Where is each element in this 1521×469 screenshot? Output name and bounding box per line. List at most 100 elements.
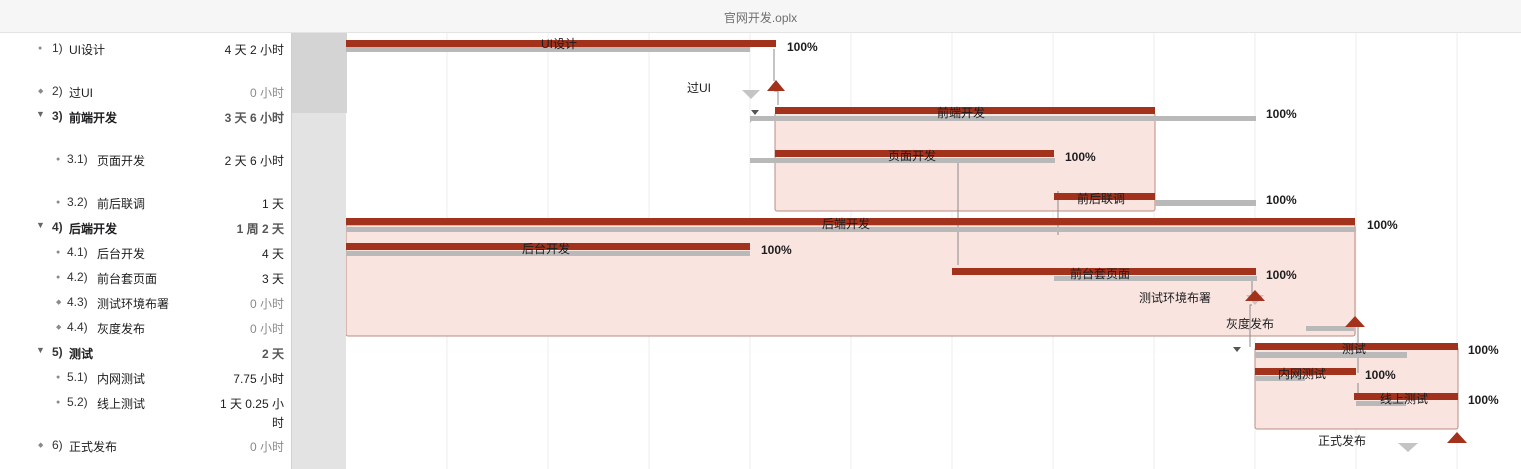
task-name[interactable]: 正式发布 xyxy=(69,440,118,454)
task-name[interactable]: 线上测试 xyxy=(97,397,146,411)
baseline-bar xyxy=(346,47,750,52)
bar-label: 前端开发 xyxy=(937,106,986,120)
task-bar-backend-dev[interactable] xyxy=(346,243,750,250)
window-title: 官网开发.oplx xyxy=(723,11,798,25)
group-bar-testing[interactable] xyxy=(1255,343,1458,350)
baseline-bar xyxy=(1155,200,1256,206)
task-row[interactable]: ▼ 4) 后端开发 1 周 2 天 xyxy=(0,216,291,238)
task-row[interactable]: ● 1) UI设计 4 天 2 小时 xyxy=(0,37,291,77)
bullet-icon: ● xyxy=(56,274,61,281)
milestone-label: 正式发布 xyxy=(1318,434,1367,448)
task-name[interactable]: 页面开发 xyxy=(97,154,146,168)
task-row[interactable]: ● 3.1) 页面开发 2 天 6 小时 xyxy=(0,148,291,188)
percent-complete: 100% xyxy=(761,243,792,257)
task-row[interactable]: ● 4.2) 前台套页面 3 天 xyxy=(0,266,291,288)
task-bar-online-test[interactable] xyxy=(1354,393,1458,400)
task-duration[interactable]: 3 天 xyxy=(261,272,284,286)
task-name[interactable]: 前端开发 xyxy=(69,111,118,125)
group-bar-backend[interactable] xyxy=(346,218,1355,225)
baseline-bar xyxy=(346,251,750,256)
task-row[interactable]: ● 5.2) 线上测试 1 天 0.25 小时 xyxy=(0,391,291,431)
gantt-chart[interactable]: UI设计 100% 过UI 前端开发 100% 页面开发 100% 前后联调 1… xyxy=(346,33,1521,469)
milestone-label: 灰度发布 xyxy=(1226,317,1275,331)
task-bar-ui-design[interactable] xyxy=(346,40,776,47)
percent-complete: 100% xyxy=(1266,193,1297,207)
milestone-label: 测试环境布署 xyxy=(1139,291,1212,305)
task-row[interactable]: ◆ 6) 正式发布 0 小时 xyxy=(0,434,291,456)
disclosure-triangle-icon[interactable]: ▼ xyxy=(36,345,45,355)
bar-label: 页面开发 xyxy=(888,149,937,163)
task-name[interactable]: 内网测试 xyxy=(97,372,146,386)
task-name[interactable]: 后端开发 xyxy=(69,222,118,236)
bar-label: 后台开发 xyxy=(522,242,571,256)
milestone-pass-ui[interactable] xyxy=(767,80,785,91)
baseline-bar xyxy=(1356,401,1406,406)
milestone-diamond-icon: ◆ xyxy=(38,442,44,449)
task-name[interactable]: 测试环境布署 xyxy=(97,297,170,311)
task-name[interactable]: 灰度发布 xyxy=(97,322,146,336)
bar-label: 前台套页面 xyxy=(1070,267,1131,281)
task-duration[interactable]: 0 小时 xyxy=(249,297,284,311)
task-bar-intranet-test[interactable] xyxy=(1255,368,1356,375)
percent-complete: 100% xyxy=(1468,393,1499,407)
task-row[interactable]: ● 5.1) 内网测试 7.75 小时 xyxy=(0,366,291,388)
bullet-icon: ● xyxy=(56,399,61,406)
collapse-arrow-icon[interactable] xyxy=(751,110,759,115)
bar-label: 后端开发 xyxy=(822,217,871,231)
task-duration[interactable]: 4 天 xyxy=(261,247,284,261)
bullet-icon: ● xyxy=(56,249,61,256)
task-duration[interactable]: 1 周 2 天 xyxy=(236,222,284,236)
task-name[interactable]: 前台套页面 xyxy=(97,272,158,286)
task-name[interactable]: 过UI xyxy=(69,86,94,100)
task-duration[interactable]: 1 天 0.25 小时 xyxy=(219,397,284,430)
group-bar-frontend[interactable] xyxy=(775,107,1155,114)
disclosure-triangle-icon[interactable]: ▼ xyxy=(36,109,45,119)
task-name[interactable]: 后台开发 xyxy=(97,247,146,261)
task-number: 3.1) xyxy=(67,152,88,166)
gutter-shade xyxy=(292,33,347,113)
milestone-test-deploy[interactable] xyxy=(1245,290,1265,301)
gantt-canvas xyxy=(346,33,1467,469)
task-row[interactable]: ◆ 4.3) 测试环境布署 0 小时 xyxy=(0,291,291,313)
baseline-bar xyxy=(750,158,1055,163)
task-duration[interactable]: 4 天 2 小时 xyxy=(224,43,284,57)
collapse-arrow-icon[interactable] xyxy=(1233,347,1241,352)
milestone-gray-release[interactable] xyxy=(1345,316,1365,327)
bar-label: 线上测试 xyxy=(1380,392,1429,406)
bar-label: UI设计 xyxy=(541,37,578,51)
task-bar-frontend-pages[interactable] xyxy=(952,268,1256,275)
task-duration[interactable]: 3 天 6 小时 xyxy=(224,111,284,125)
task-duration[interactable]: 0 小时 xyxy=(249,86,284,100)
baseline-bar xyxy=(1054,276,1257,281)
task-name[interactable]: 前后联调 xyxy=(97,197,146,211)
bullet-icon: ● xyxy=(56,199,61,206)
task-duration[interactable]: 7.75 小时 xyxy=(233,372,284,386)
task-duration[interactable]: 0 小时 xyxy=(249,322,284,336)
task-number: 4.2) xyxy=(67,270,88,284)
task-row[interactable]: ◆ 2) 过UI 0 小时 xyxy=(0,80,291,102)
task-row[interactable]: ● 4.1) 后台开发 4 天 xyxy=(0,241,291,263)
task-row[interactable]: ◆ 4.4) 灰度发布 0 小时 xyxy=(0,316,291,338)
task-number: 3) xyxy=(52,109,63,123)
percent-complete: 100% xyxy=(1365,368,1396,382)
task-number: 4.1) xyxy=(67,245,88,259)
task-duration[interactable]: 2 天 6 小时 xyxy=(224,154,284,168)
task-row[interactable]: ▼ 3) 前端开发 3 天 6 小时 xyxy=(0,105,291,145)
milestone-label: 过UI xyxy=(687,81,712,95)
task-name[interactable]: UI设计 xyxy=(69,43,106,57)
task-duration[interactable]: 2 天 xyxy=(261,347,284,361)
task-bar-integration[interactable] xyxy=(1054,193,1155,200)
disclosure-triangle-icon[interactable]: ▼ xyxy=(36,220,45,230)
milestone-release[interactable] xyxy=(1447,432,1467,443)
percent-complete: 100% xyxy=(1468,343,1499,357)
task-name[interactable]: 测试 xyxy=(69,347,94,361)
task-bar-page-dev[interactable] xyxy=(775,150,1054,157)
baseline-bar xyxy=(1255,352,1407,358)
task-row[interactable]: ● 3.2) 前后联调 1 天 xyxy=(0,191,291,213)
task-duration[interactable]: 1 天 xyxy=(261,197,284,211)
task-row[interactable]: ▼ 5) 测试 2 天 xyxy=(0,341,291,363)
task-duration[interactable]: 0 小时 xyxy=(249,440,284,454)
baseline-bar xyxy=(346,227,1356,232)
baseline-bar xyxy=(1255,376,1305,381)
percent-complete: 100% xyxy=(1266,268,1297,282)
